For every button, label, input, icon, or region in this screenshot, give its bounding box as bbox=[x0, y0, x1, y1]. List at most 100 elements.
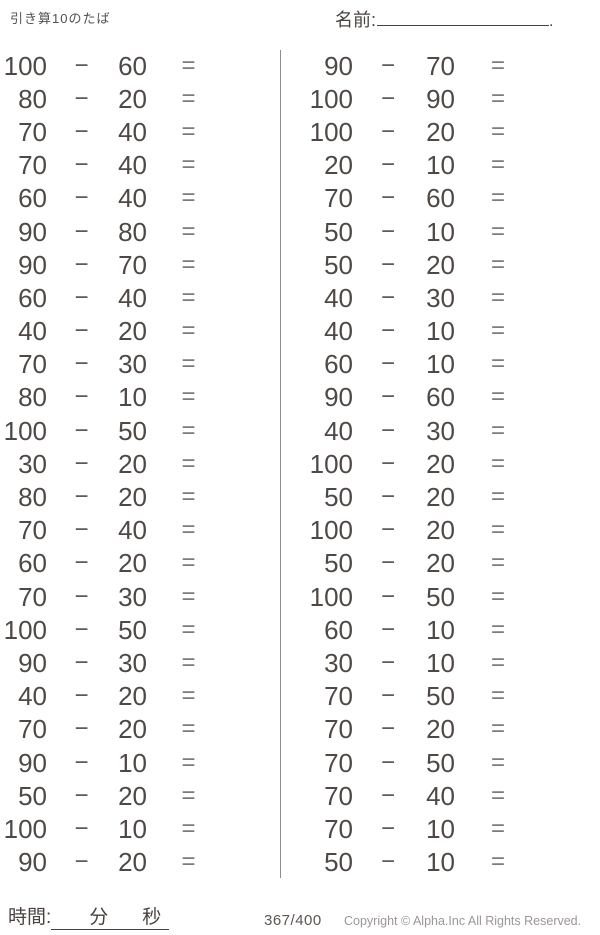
minus-icon: − bbox=[380, 416, 395, 444]
subtrahend-value: 20 bbox=[118, 482, 147, 513]
minus-icon: − bbox=[74, 715, 89, 743]
minus-icon: − bbox=[74, 814, 89, 842]
minuend-value: 90 bbox=[324, 382, 353, 413]
subtrahend-value: 30 bbox=[426, 282, 455, 313]
minus-icon: − bbox=[380, 383, 395, 411]
subtrahend-value: 80 bbox=[118, 216, 147, 247]
subtrahend-value: 10 bbox=[426, 647, 455, 678]
equals-icon: = bbox=[490, 682, 505, 710]
problem-row: 70 − 10 = bbox=[282, 812, 600, 845]
minuend-value: 60 bbox=[324, 614, 353, 645]
minus-icon: − bbox=[380, 848, 395, 876]
subtrahend-value: 40 bbox=[426, 780, 455, 811]
subtrahend-value: 10 bbox=[426, 813, 455, 844]
equals-icon: = bbox=[181, 682, 196, 710]
equals-icon: = bbox=[181, 383, 196, 411]
equals-icon: = bbox=[490, 781, 505, 809]
equals-icon: = bbox=[490, 449, 505, 477]
minuend-value: 100 bbox=[309, 448, 353, 479]
equals-icon: = bbox=[181, 416, 196, 444]
minuend-value: 70 bbox=[324, 714, 353, 745]
problem-row: 100 − 60 = bbox=[0, 49, 280, 82]
problem-row: 50 − 10 = bbox=[282, 215, 600, 248]
equals-icon: = bbox=[490, 648, 505, 676]
subtrahend-value: 20 bbox=[118, 847, 147, 878]
equals-icon: = bbox=[181, 715, 196, 743]
minuend-value: 70 bbox=[324, 183, 353, 214]
equals-icon: = bbox=[181, 350, 196, 378]
minus-icon: − bbox=[380, 84, 395, 112]
minus-icon: − bbox=[380, 217, 395, 245]
equals-icon: = bbox=[490, 416, 505, 444]
minuend-value: 50 bbox=[324, 216, 353, 247]
problem-row: 70 − 40 = bbox=[0, 149, 280, 182]
name-period: . bbox=[549, 13, 554, 30]
minus-icon: − bbox=[74, 184, 89, 212]
equals-icon: = bbox=[181, 250, 196, 278]
minus-icon: − bbox=[380, 184, 395, 212]
equals-icon: = bbox=[181, 748, 196, 776]
minuend-value: 90 bbox=[18, 747, 47, 778]
minus-icon: − bbox=[380, 682, 395, 710]
subtrahend-value: 30 bbox=[118, 647, 147, 678]
minuend-value: 70 bbox=[324, 813, 353, 844]
subtrahend-value: 10 bbox=[118, 382, 147, 413]
subtrahend-value: 10 bbox=[426, 216, 455, 247]
minus-icon: − bbox=[380, 117, 395, 145]
minus-icon: − bbox=[74, 383, 89, 411]
minuend-value: 60 bbox=[18, 548, 47, 579]
minus-icon: − bbox=[74, 682, 89, 710]
minuend-value: 100 bbox=[309, 515, 353, 546]
minus-icon: − bbox=[380, 317, 395, 345]
subtrahend-value: 40 bbox=[118, 515, 147, 546]
minuend-value: 40 bbox=[324, 282, 353, 313]
minus-icon: − bbox=[380, 449, 395, 477]
minuend-value: 30 bbox=[18, 448, 47, 479]
equals-icon: = bbox=[181, 117, 196, 145]
equals-icon: = bbox=[490, 615, 505, 643]
minus-icon: − bbox=[74, 117, 89, 145]
equals-icon: = bbox=[490, 848, 505, 876]
equals-icon: = bbox=[490, 582, 505, 610]
minuend-value: 90 bbox=[18, 216, 47, 247]
problem-row: 100 − 50 = bbox=[282, 580, 600, 613]
problem-row: 70 − 40 = bbox=[0, 514, 280, 547]
minuend-value: 60 bbox=[324, 349, 353, 380]
problem-row: 80 − 20 = bbox=[0, 480, 280, 513]
problem-row: 70 − 30 = bbox=[0, 580, 280, 613]
minuend-value: 70 bbox=[324, 747, 353, 778]
minus-icon: − bbox=[380, 582, 395, 610]
equals-icon: = bbox=[181, 549, 196, 577]
minuend-value: 100 bbox=[3, 50, 47, 81]
worksheet-title: 引き算10のたば bbox=[10, 11, 111, 26]
equals-icon: = bbox=[490, 317, 505, 345]
problem-row: 100 − 90 = bbox=[282, 82, 600, 115]
problem-row: 100 − 10 = bbox=[0, 812, 280, 845]
minus-icon: − bbox=[380, 151, 395, 179]
subtrahend-value: 20 bbox=[426, 548, 455, 579]
minuend-value: 80 bbox=[18, 83, 47, 114]
name-label: 名前: bbox=[335, 10, 377, 30]
equals-icon: = bbox=[490, 814, 505, 842]
subtrahend-value: 50 bbox=[426, 681, 455, 712]
equals-icon: = bbox=[181, 51, 196, 79]
equals-icon: = bbox=[181, 582, 196, 610]
minus-icon: − bbox=[74, 848, 89, 876]
minus-icon: − bbox=[380, 814, 395, 842]
problem-row: 90 − 80 = bbox=[0, 215, 280, 248]
subtrahend-value: 20 bbox=[426, 515, 455, 546]
minuend-value: 100 bbox=[309, 116, 353, 147]
subtrahend-value: 20 bbox=[118, 780, 147, 811]
minus-icon: − bbox=[380, 781, 395, 809]
subtrahend-value: 10 bbox=[118, 747, 147, 778]
minus-icon: − bbox=[380, 483, 395, 511]
minuend-value: 100 bbox=[309, 581, 353, 612]
name-blank-line bbox=[377, 7, 550, 26]
problem-row: 30 − 10 = bbox=[282, 646, 600, 679]
minuend-value: 90 bbox=[18, 847, 47, 878]
problem-row: 30 − 20 = bbox=[0, 447, 280, 480]
subtrahend-value: 40 bbox=[118, 183, 147, 214]
minuend-value: 70 bbox=[18, 150, 47, 181]
subtrahend-value: 50 bbox=[426, 581, 455, 612]
problem-row: 90 − 10 = bbox=[0, 746, 280, 779]
